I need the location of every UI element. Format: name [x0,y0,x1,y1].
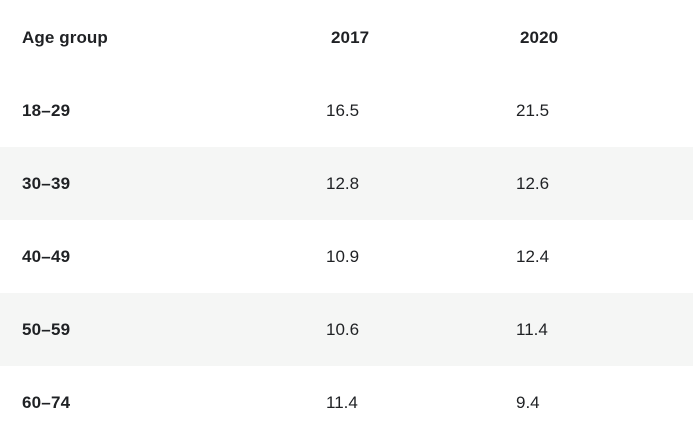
value-2017-cell: 12.8 [326,173,360,193]
value-2020-cell: 9.4 [516,392,540,412]
age-group-cell: 18–29 [22,100,71,120]
header-age-group: Age group [22,28,108,47]
value-2020-cell: 12.6 [516,173,550,193]
value-2017-cell: 10.9 [326,246,360,266]
header-2017: 2017 [331,28,370,47]
table-body: 18–29 16.5 21.5 30–39 12.8 12.6 40–49 10… [0,74,693,439]
value-2020-cell: 12.4 [516,246,550,266]
value-2020-cell: 11.4 [516,319,548,339]
table-row: 50–59 10.6 11.4 [0,293,693,366]
value-2017-cell: 11.4 [326,392,358,412]
header-2020: 2020 [520,28,559,47]
value-2017-cell: 10.6 [326,319,360,339]
age-group-cell: 50–59 [22,319,71,339]
value-2017-cell: 16.5 [326,100,360,120]
age-group-cell: 30–39 [22,173,71,193]
table-row: 30–39 12.8 12.6 [0,147,693,220]
age-group-cell: 60–74 [22,392,71,412]
table-row: 18–29 16.5 21.5 [0,74,693,147]
table-row: 60–74 11.4 9.4 [0,366,693,439]
header-row: Age group 2017 2020 [0,0,693,74]
table-row: 40–49 10.9 12.4 [0,220,693,293]
age-group-cell: 40–49 [22,246,71,266]
table-header: Age group 2017 2020 [0,0,693,74]
value-2020-cell: 21.5 [516,100,550,120]
